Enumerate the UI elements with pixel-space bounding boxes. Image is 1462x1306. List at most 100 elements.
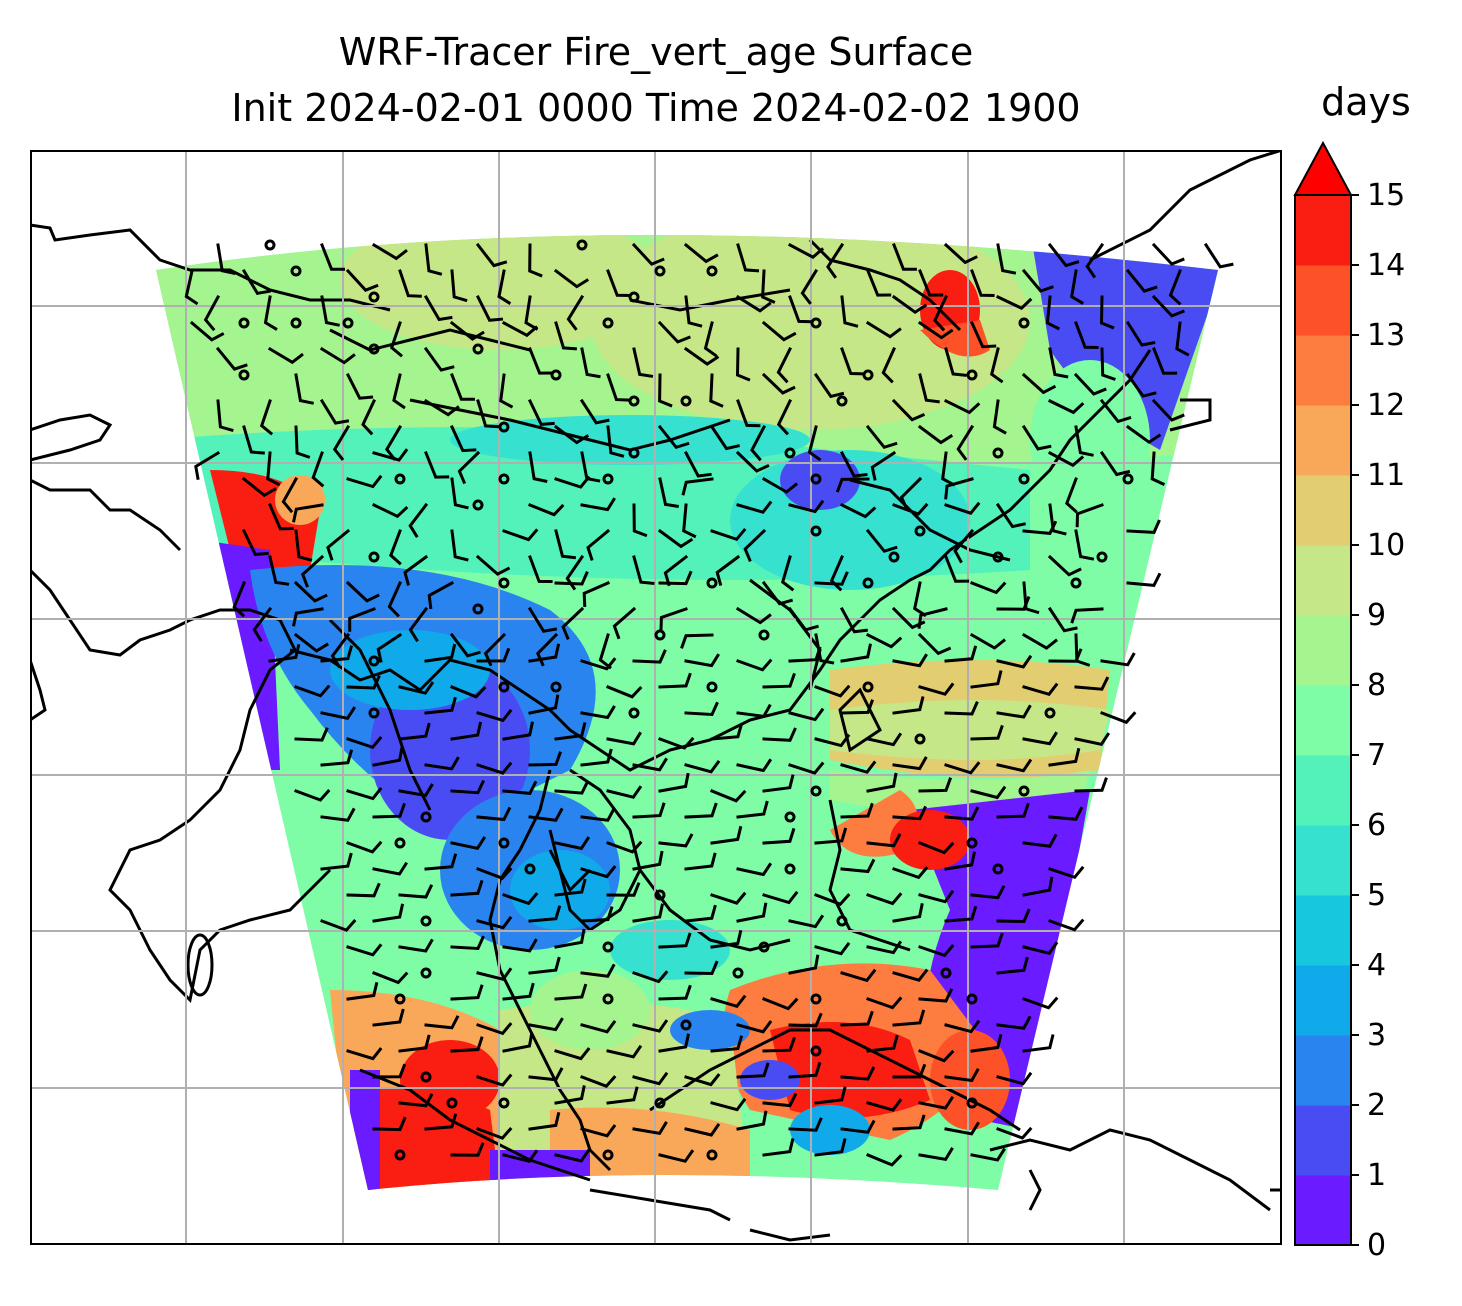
wind-barb [814, 684, 851, 698]
wind-barb [892, 1009, 926, 1027]
wind-barb [762, 1036, 796, 1053]
wind-barb [1099, 295, 1115, 330]
wind-barb [788, 1061, 822, 1079]
wind-barb [1047, 450, 1085, 468]
wind-barb [1021, 632, 1059, 650]
wind-barb [761, 269, 776, 304]
wind-barb [658, 1149, 695, 1163]
wind-barb [684, 295, 703, 328]
wind-barb [735, 606, 772, 625]
calm-wind-marker [342, 317, 354, 329]
calm-wind-marker [628, 395, 640, 407]
wind-barb [814, 571, 849, 586]
wind-barb [450, 721, 483, 741]
wind-barb [788, 954, 820, 975]
wind-barb [715, 554, 741, 586]
wind-barb [996, 1126, 1033, 1140]
wind-barb [681, 477, 714, 496]
wind-barb [606, 1044, 643, 1059]
wind-barb [788, 499, 825, 514]
wind-barb [423, 398, 460, 417]
wind-barb [320, 706, 357, 720]
calm-wind-marker [992, 447, 1004, 459]
wind-barb [408, 502, 429, 538]
wind-barb [658, 736, 695, 750]
wind-barb [659, 607, 688, 632]
wind-barb [684, 852, 717, 871]
colorbar-segment [1295, 265, 1351, 336]
wind-barb [606, 269, 631, 298]
wind-barb [184, 269, 199, 306]
wind-barb [1074, 732, 1111, 746]
wind-barb [788, 707, 825, 722]
calm-wind-marker [420, 915, 432, 927]
wind-barb [736, 703, 772, 719]
wind-barb [892, 653, 928, 668]
wind-barb [1021, 372, 1057, 395]
calm-wind-marker [810, 1045, 822, 1057]
wind-barb [527, 606, 558, 633]
wind-barb [528, 643, 561, 663]
wind-barb [372, 746, 404, 767]
wind-barb [1074, 676, 1110, 691]
wind-barb [736, 1110, 768, 1131]
calm-wind-marker [628, 447, 640, 459]
wind-barb [735, 450, 770, 473]
wind-barb [427, 580, 455, 610]
wind-barb [736, 758, 773, 773]
wind-barb [814, 1086, 847, 1105]
wind-barb [881, 347, 896, 384]
wind-barb [586, 528, 611, 561]
wind-barb [423, 294, 453, 322]
tracer-age-field [156, 235, 1218, 1190]
calm-wind-marker [914, 733, 926, 745]
wind-barb [736, 500, 773, 514]
colorbar-tick-label: 15 [1367, 178, 1405, 213]
wind-barb [632, 555, 655, 585]
wind-barb [372, 1116, 407, 1132]
wind-barb [989, 347, 1004, 384]
wind-barb [502, 982, 535, 1001]
wind-barb [449, 320, 485, 341]
wind-barb [944, 645, 978, 663]
wind-barb [788, 646, 822, 663]
wind-barb [807, 425, 822, 462]
wind-barb [710, 891, 747, 905]
colorbar-tick-label: 14 [1367, 248, 1405, 283]
wind-barb [658, 477, 680, 509]
wind-barb [387, 581, 402, 618]
wind-barb [476, 1073, 513, 1087]
wind-barb [580, 865, 617, 879]
calm-wind-marker [680, 395, 692, 407]
calm-wind-marker [368, 551, 380, 563]
wind-barb [553, 424, 590, 445]
wind-barb [750, 424, 767, 462]
wind-barb [788, 914, 825, 929]
wind-barb [528, 956, 561, 975]
calm-wind-marker [1018, 317, 1030, 329]
wind-barb [632, 503, 648, 538]
wind-barb [658, 833, 694, 848]
wind-barb [606, 373, 630, 402]
wind-barb [449, 632, 481, 658]
wind-barb [892, 866, 929, 880]
wind-barb [762, 997, 799, 1011]
wind-barb [294, 425, 311, 459]
wind-barb [943, 242, 978, 265]
wind-barb [632, 347, 654, 378]
wind-barb [319, 398, 350, 425]
colorbar-segment [1295, 1035, 1351, 1106]
colorbar-segment [1295, 475, 1351, 546]
wind-barb [528, 807, 564, 822]
colorbar-tick-label: 7 [1367, 738, 1386, 773]
wind-barb [918, 1049, 955, 1063]
wind-barb [580, 1075, 617, 1088]
wind-barb [293, 580, 328, 603]
calm-wind-marker [628, 291, 640, 303]
wind-barb [865, 528, 898, 553]
wind-barb [450, 836, 487, 850]
calm-wind-marker [810, 473, 822, 485]
calm-wind-marker [706, 577, 718, 589]
wind-barb [761, 476, 799, 494]
wind-barb [320, 918, 357, 932]
